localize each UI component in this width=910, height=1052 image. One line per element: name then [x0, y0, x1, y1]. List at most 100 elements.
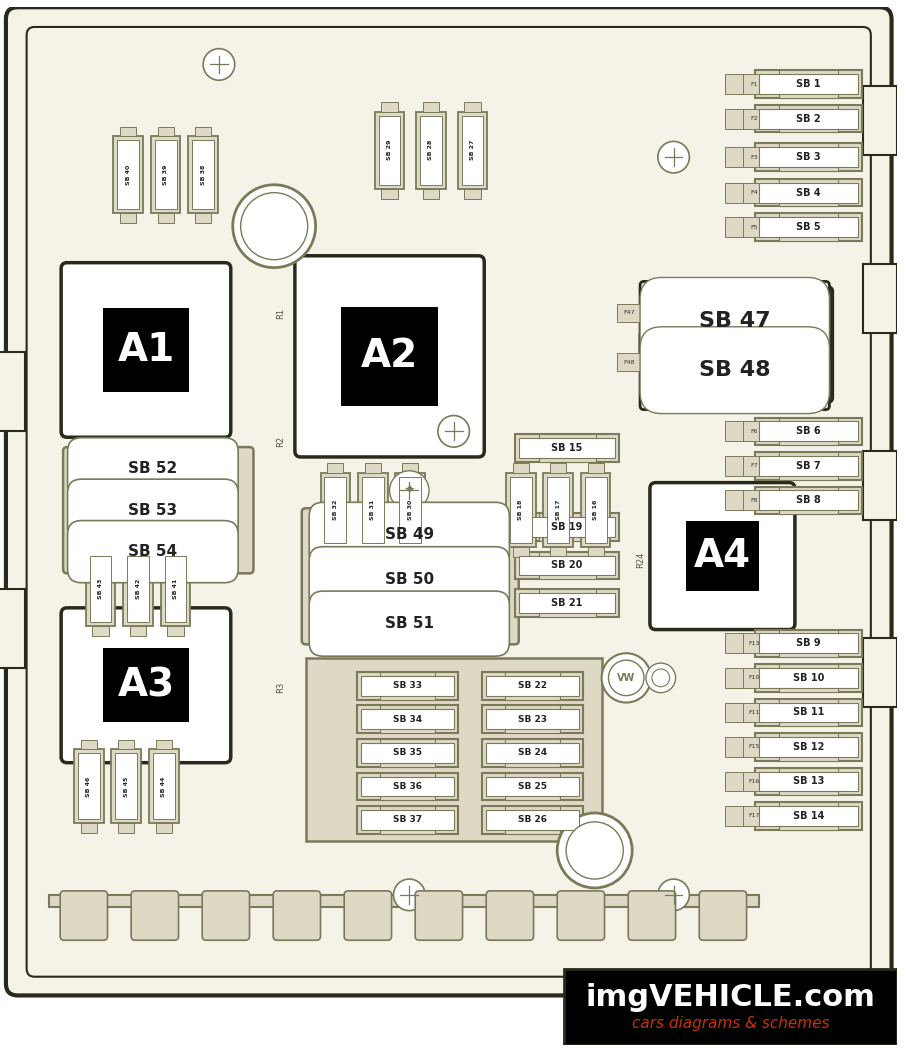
Bar: [725, 147, 746, 167]
Text: SB 50: SB 50: [385, 571, 434, 587]
FancyBboxPatch shape: [312, 549, 507, 609]
Bar: [725, 633, 746, 653]
Bar: [539, 571, 595, 580]
Bar: [379, 758, 435, 767]
Bar: [725, 75, 746, 94]
FancyBboxPatch shape: [165, 557, 187, 622]
Bar: [743, 108, 766, 128]
FancyBboxPatch shape: [358, 473, 388, 547]
FancyBboxPatch shape: [640, 330, 829, 409]
Bar: [725, 218, 746, 237]
Bar: [505, 792, 561, 801]
Text: SB 22: SB 22: [518, 682, 547, 690]
FancyBboxPatch shape: [581, 473, 611, 547]
FancyBboxPatch shape: [640, 278, 829, 364]
FancyBboxPatch shape: [760, 108, 858, 128]
Bar: [780, 452, 838, 460]
FancyBboxPatch shape: [482, 739, 583, 767]
FancyBboxPatch shape: [67, 438, 238, 500]
Bar: [157, 126, 174, 137]
Text: SB 31: SB 31: [370, 500, 375, 521]
Bar: [780, 733, 838, 741]
FancyBboxPatch shape: [116, 753, 137, 820]
FancyBboxPatch shape: [131, 891, 178, 940]
FancyBboxPatch shape: [628, 891, 675, 940]
Text: F6: F6: [751, 429, 758, 433]
Text: SB 17: SB 17: [556, 500, 561, 521]
Text: SB 36: SB 36: [393, 782, 422, 791]
FancyBboxPatch shape: [74, 749, 104, 824]
Text: SB 44: SB 44: [161, 776, 167, 796]
Text: SB 4: SB 4: [796, 187, 821, 198]
FancyBboxPatch shape: [306, 659, 602, 841]
Bar: [93, 626, 108, 636]
Bar: [379, 772, 435, 781]
Circle shape: [393, 879, 425, 911]
FancyBboxPatch shape: [755, 70, 862, 98]
FancyBboxPatch shape: [760, 422, 858, 441]
Text: SB 39: SB 39: [163, 165, 168, 185]
FancyBboxPatch shape: [415, 891, 462, 940]
Bar: [402, 463, 419, 473]
Bar: [780, 124, 838, 133]
FancyBboxPatch shape: [458, 112, 487, 188]
FancyBboxPatch shape: [515, 551, 619, 580]
FancyBboxPatch shape: [127, 557, 149, 622]
Text: R3: R3: [277, 682, 286, 693]
Bar: [743, 456, 766, 476]
Bar: [588, 547, 604, 558]
Text: SB 46: SB 46: [86, 776, 91, 796]
FancyBboxPatch shape: [357, 739, 458, 767]
FancyBboxPatch shape: [585, 478, 607, 543]
Text: F5: F5: [751, 225, 758, 229]
Text: SB 51: SB 51: [385, 616, 434, 631]
Bar: [725, 668, 746, 688]
Text: F1: F1: [751, 82, 758, 86]
Circle shape: [609, 660, 644, 695]
FancyBboxPatch shape: [760, 456, 858, 476]
FancyBboxPatch shape: [302, 508, 519, 644]
Text: SB 38: SB 38: [201, 165, 206, 185]
FancyBboxPatch shape: [61, 608, 231, 763]
Bar: [725, 737, 746, 756]
Bar: [423, 102, 440, 112]
Bar: [156, 740, 172, 749]
FancyBboxPatch shape: [640, 282, 829, 361]
Text: SB 40: SB 40: [126, 165, 131, 185]
FancyBboxPatch shape: [755, 487, 862, 514]
Text: R2: R2: [277, 436, 286, 447]
Text: SB 47: SB 47: [699, 310, 771, 331]
Bar: [0, 352, 25, 431]
Bar: [863, 639, 897, 707]
Bar: [780, 163, 838, 171]
FancyBboxPatch shape: [111, 749, 141, 824]
Bar: [780, 787, 838, 795]
Text: F4: F4: [751, 190, 758, 196]
Bar: [780, 649, 838, 658]
Bar: [379, 725, 435, 733]
Bar: [365, 463, 381, 473]
FancyBboxPatch shape: [362, 478, 384, 543]
Text: ✦: ✦: [403, 484, 415, 498]
FancyBboxPatch shape: [309, 547, 510, 612]
Bar: [617, 304, 641, 322]
Bar: [743, 490, 766, 510]
FancyBboxPatch shape: [520, 555, 615, 575]
FancyBboxPatch shape: [760, 703, 858, 723]
FancyBboxPatch shape: [486, 675, 579, 695]
FancyBboxPatch shape: [755, 733, 862, 761]
FancyBboxPatch shape: [486, 810, 579, 830]
Bar: [780, 753, 838, 761]
Text: SB 28: SB 28: [429, 140, 433, 161]
Text: F3: F3: [751, 155, 758, 160]
Text: SB 13: SB 13: [793, 776, 824, 787]
Bar: [103, 648, 189, 723]
Bar: [340, 307, 439, 406]
Bar: [743, 183, 766, 203]
Bar: [120, 126, 136, 137]
Bar: [780, 822, 838, 830]
Text: A1: A1: [117, 331, 175, 369]
Text: SB 15: SB 15: [551, 443, 582, 453]
Circle shape: [658, 141, 690, 173]
Bar: [157, 214, 174, 223]
